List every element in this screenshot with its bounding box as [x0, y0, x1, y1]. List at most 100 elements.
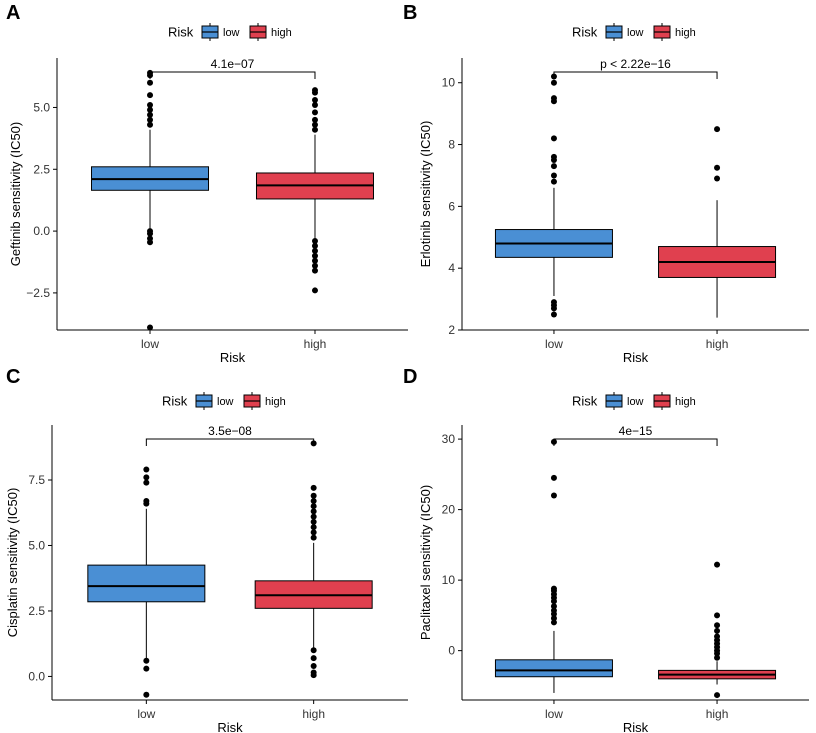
legend-key-low: low — [605, 392, 644, 410]
outlier-point — [147, 79, 154, 86]
y-tick-label: 5.0 — [28, 538, 45, 552]
significance-bracket: p < 2.22e−16 — [553, 57, 718, 79]
p-value-label: 4.1e−07 — [211, 57, 255, 71]
y-tick-label: 8 — [448, 138, 455, 152]
legend-key-high: high — [249, 23, 292, 41]
y-tick-label: 6 — [448, 199, 455, 213]
outlier-point — [311, 121, 318, 128]
y-tick-label: 7.5 — [28, 473, 45, 487]
outlier-point — [714, 622, 721, 629]
bracket-line — [149, 71, 316, 79]
box-body — [494, 659, 613, 678]
outlier-point — [550, 311, 557, 318]
outlier-point — [147, 101, 154, 108]
legend: Risk low high — [572, 23, 696, 41]
outlier-point — [311, 126, 318, 133]
x-tick-label: low — [141, 337, 159, 351]
outlier-point — [143, 665, 150, 672]
legend-label-high: high — [675, 396, 696, 408]
outlier-point — [311, 101, 318, 108]
p-value-label: 3.5e−08 — [208, 424, 252, 438]
outlier-point — [311, 109, 318, 116]
y-tick-label: −2.5 — [26, 286, 50, 300]
legend-title: Risk — [168, 25, 194, 40]
box-high — [658, 561, 777, 699]
outlier-point — [311, 257, 318, 264]
outlier-point — [147, 324, 154, 331]
x-tick-label: high — [706, 337, 729, 351]
outlier-point — [311, 237, 318, 244]
outlier-point — [550, 598, 557, 605]
y-axis-title: Cisplatin sensitivity (IC50) — [5, 488, 20, 638]
significance-bracket: 4.1e−07 — [149, 57, 316, 79]
box-high — [658, 126, 777, 318]
y-tick-label: 0 — [448, 644, 455, 658]
outlier-point — [147, 92, 154, 99]
outlier-point — [147, 121, 154, 128]
outlier-point — [310, 513, 317, 520]
outlier-point — [714, 126, 721, 133]
legend-key-low: low — [201, 23, 240, 41]
x-tick-label: low — [137, 707, 155, 721]
y-tick-label: 2.5 — [28, 604, 45, 618]
outlier-point — [310, 655, 317, 662]
y-axis-title: Paclitaxel sensitivity (IC50) — [418, 485, 433, 640]
p-value-label: 4e−15 — [619, 424, 653, 438]
panel-letter: D — [403, 366, 417, 388]
bracket-line — [553, 71, 718, 79]
y-tick-label: 0.0 — [28, 669, 45, 683]
box-high — [254, 440, 373, 679]
outlier-point — [143, 657, 150, 664]
x-tick-label: high — [304, 337, 327, 351]
panel-letter: A — [6, 2, 20, 24]
box-low — [494, 73, 613, 318]
outlier-point — [311, 116, 318, 123]
outlier-point — [310, 534, 317, 541]
box-low — [494, 438, 613, 693]
legend-label-high: high — [675, 27, 696, 39]
outlier-point — [147, 106, 154, 113]
y-tick-label: 4 — [448, 261, 455, 275]
significance-bracket: 4e−15 — [553, 424, 718, 446]
outlier-point — [311, 247, 318, 254]
outlier-point — [310, 484, 317, 491]
legend-label-high: high — [271, 27, 292, 39]
legend-key-high: high — [653, 23, 696, 41]
outlier-point — [550, 474, 557, 481]
outlier-point — [714, 650, 721, 657]
outlier-point — [714, 612, 721, 619]
outlier-point — [714, 164, 721, 171]
outlier-point — [310, 662, 317, 669]
outlier-point — [550, 619, 557, 626]
outlier-point — [311, 267, 318, 274]
box-body — [87, 564, 206, 603]
box-high — [255, 87, 374, 294]
bracket-line — [553, 438, 718, 446]
outlier-point — [310, 672, 317, 679]
box-low — [87, 466, 206, 698]
y-tick-label: 2.5 — [33, 162, 50, 176]
legend-title: Risk — [572, 25, 598, 40]
outlier-point — [310, 503, 317, 510]
x-axis-title: Risk — [220, 350, 246, 365]
outlier-point — [550, 305, 557, 312]
outlier-point — [714, 692, 721, 699]
x-axis-title: Risk — [217, 720, 243, 733]
outlier-point — [310, 492, 317, 499]
legend-title: Risk — [162, 394, 188, 409]
outlier-point — [147, 111, 154, 118]
y-axis-title: Erlotinib sensitivity (IC50) — [418, 121, 433, 268]
outlier-point — [311, 97, 318, 104]
outlier-point — [311, 89, 318, 96]
legend-label-low: low — [627, 27, 644, 39]
y-tick-label: 5.0 — [33, 100, 50, 114]
legend-label-high: high — [265, 396, 286, 408]
outlier-point — [143, 479, 150, 486]
y-tick-label: 10 — [442, 76, 456, 90]
outlier-point — [310, 508, 317, 515]
y-tick-label: 20 — [442, 503, 456, 517]
panel-letter: C — [6, 366, 20, 388]
outlier-point — [147, 230, 154, 237]
legend-key-low: low — [195, 392, 234, 410]
outlier-point — [311, 242, 318, 249]
